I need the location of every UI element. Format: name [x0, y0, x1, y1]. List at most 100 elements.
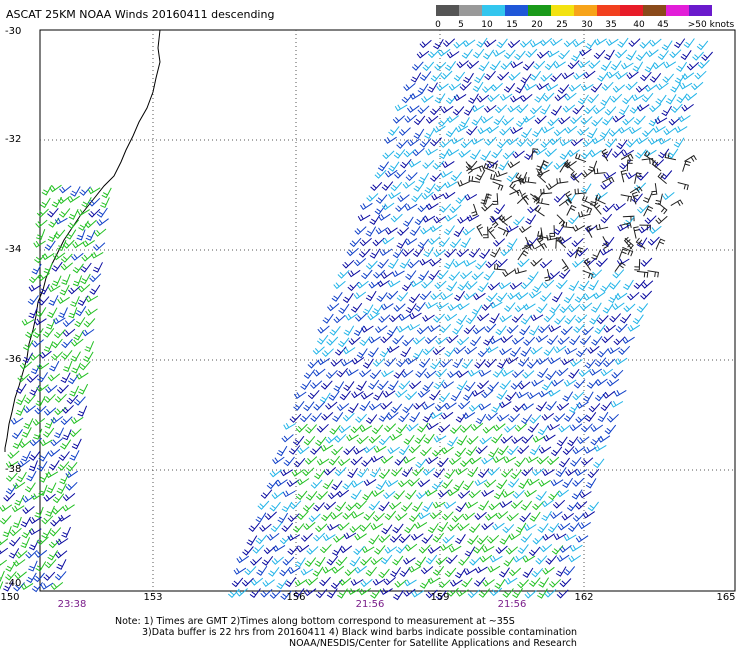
- wind-barb: [446, 149, 460, 157]
- wind-barb: [525, 48, 538, 58]
- legend-label: 30: [581, 20, 593, 30]
- wind-barb: [568, 83, 582, 92]
- wind-barb: [550, 479, 564, 487]
- wind-barb: [599, 248, 613, 256]
- wind-barb: [23, 418, 34, 429]
- wind-barb: [420, 447, 432, 457]
- wind-barb: [449, 579, 463, 587]
- wind-barb: [269, 589, 282, 599]
- wind-barb: [35, 561, 47, 572]
- wind-barb: [479, 436, 492, 445]
- wind-barb: [12, 516, 22, 529]
- wind-barb: [578, 521, 591, 530]
- wind-barb: [396, 238, 408, 249]
- wind-barb: [610, 60, 622, 71]
- wind-barb: [39, 439, 53, 447]
- wind-barb: [457, 280, 469, 291]
- wind-barb: [384, 546, 398, 554]
- wind-barb: [514, 267, 527, 275]
- wind-barb: [433, 468, 445, 478]
- wind-barb: [319, 544, 332, 554]
- wind-barb: [553, 345, 567, 354]
- wind-barb: [380, 401, 393, 410]
- wind-barb: [423, 246, 434, 258]
- wind-barb: [424, 183, 436, 194]
- wind-barb: [394, 104, 408, 112]
- wind-barb: [553, 224, 565, 236]
- wind-barb: [276, 445, 288, 457]
- wind-barb: [483, 193, 492, 205]
- wind-barb: [54, 393, 67, 403]
- wind-barb: [460, 270, 473, 280]
- wind-barb: [388, 191, 401, 200]
- wind-barb: [683, 38, 695, 49]
- wind-barb: [433, 125, 446, 133]
- wind-barb: [371, 489, 385, 497]
- wind-barb: [470, 422, 484, 432]
- wind-barb: [550, 72, 563, 83]
- wind-barb: [36, 384, 49, 393]
- wind-barb: [473, 543, 485, 554]
- wind-barb: [537, 425, 549, 436]
- wind-barb: [474, 511, 487, 521]
- wind-barb: [639, 39, 652, 49]
- wind-barb: [39, 350, 52, 359]
- wind-barb: [631, 191, 639, 205]
- wind-barb: [430, 72, 443, 82]
- wind-barb: [0, 570, 5, 582]
- wind-barb: [11, 505, 25, 513]
- wind-barb: [403, 83, 416, 92]
- wind-barb: [330, 579, 343, 590]
- wind-barb: [442, 191, 456, 200]
- wind-barb: [538, 324, 551, 334]
- wind-barb: [570, 115, 583, 125]
- wind-barb: [586, 127, 598, 139]
- wind-barb: [585, 478, 597, 489]
- wind-barb: [595, 378, 608, 387]
- wind-barb: [489, 555, 503, 563]
- wind-barb: [425, 589, 438, 599]
- wind-barb: [10, 417, 24, 425]
- wind-barb: [520, 280, 533, 290]
- wind-barb: [2, 526, 12, 538]
- wind-barb: [468, 175, 481, 183]
- wind-barb: [489, 301, 503, 309]
- wind-barb: [36, 362, 50, 371]
- wind-barb: [484, 136, 497, 146]
- wind-barb: [578, 211, 591, 218]
- wind-barb: [20, 516, 31, 528]
- wind-barb: [532, 501, 544, 511]
- wind-barb: [618, 248, 628, 260]
- wind-barb: [494, 578, 506, 590]
- wind-barb: [422, 467, 436, 476]
- wind-barb: [521, 434, 534, 444]
- wind-barb: [371, 424, 384, 435]
- wind-barb: [321, 348, 334, 358]
- wind-barb: [580, 423, 593, 433]
- wind-barb: [468, 456, 482, 465]
- wind-barb: [347, 467, 358, 479]
- wind-barb: [445, 127, 457, 138]
- wind-barb: [521, 128, 532, 139]
- wind-barb: [291, 469, 305, 477]
- wind-barb: [462, 480, 474, 491]
- wind-barb: [33, 240, 46, 248]
- wind-barb: [28, 273, 41, 284]
- wind-barb: [511, 313, 524, 323]
- wind-barb: [484, 323, 497, 333]
- wind-barb: [398, 380, 411, 390]
- wind-barb: [526, 138, 539, 147]
- wind-barb: [557, 84, 570, 94]
- wind-barb: [615, 323, 628, 333]
- wind-barb: [337, 588, 348, 599]
- wind-barb: [556, 436, 568, 447]
- wind-barb: [407, 477, 420, 487]
- wind-barb: [472, 81, 484, 93]
- wind-barb: [495, 325, 507, 336]
- wind-barb: [521, 467, 534, 477]
- wind-barb: [338, 425, 351, 434]
- wind-barb: [381, 370, 394, 378]
- wind-barb: [12, 481, 26, 490]
- wind-barb: [524, 489, 537, 498]
- wind-barb: [628, 38, 641, 48]
